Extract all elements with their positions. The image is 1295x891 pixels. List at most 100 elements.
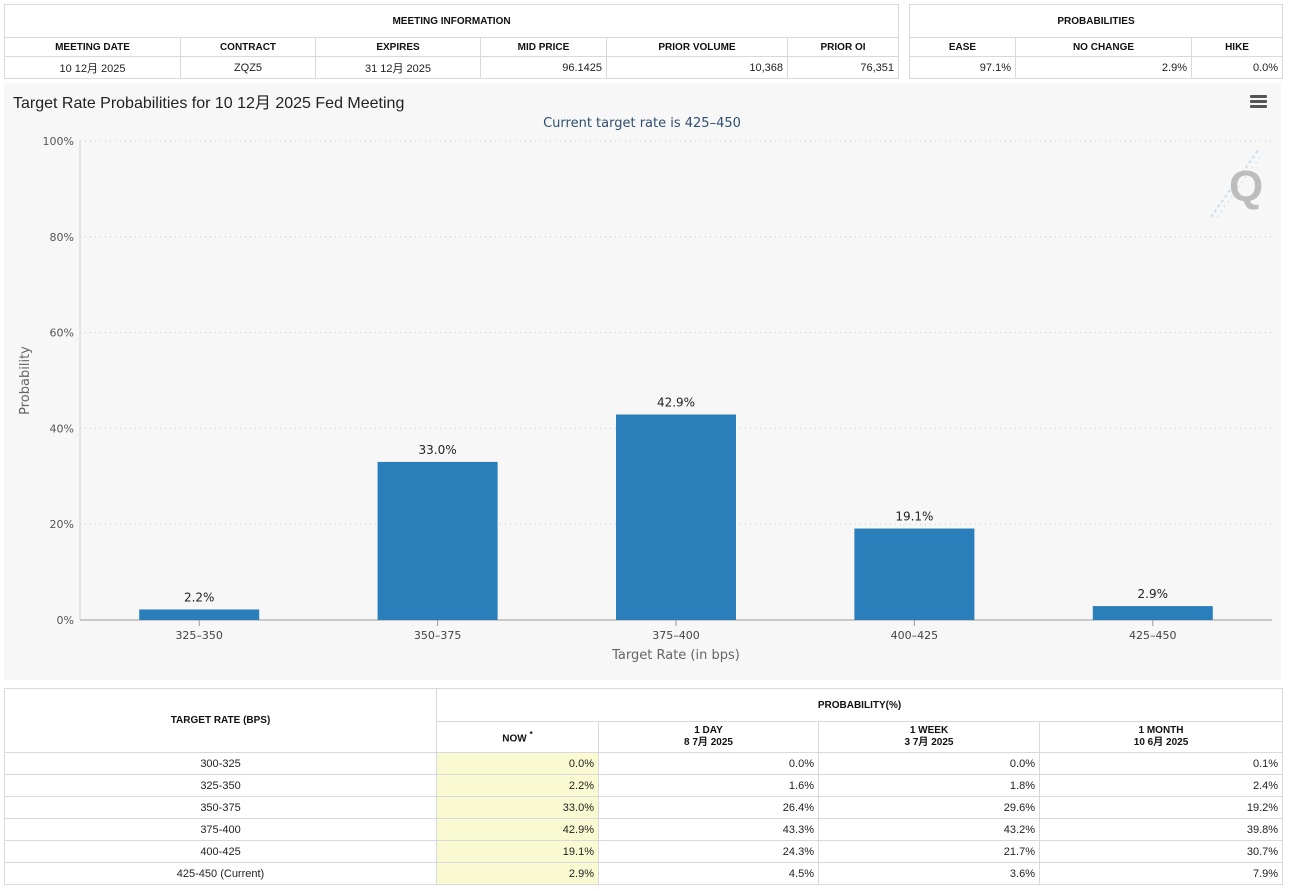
one-day-prob-cell: 4.5% (598, 862, 819, 885)
one-day-prob-cell: 43.3% (598, 818, 819, 841)
one-month-prob-cell: 7.9% (1038, 862, 1284, 885)
now-prob-cell: 42.9% (436, 818, 599, 841)
col-header-hike: HIKE (1190, 37, 1284, 57)
one-week-prob-cell: 43.2% (818, 818, 1040, 841)
target-rate-cell: 350-375 (4, 796, 437, 819)
one-month-prob-cell: 2.4% (1038, 774, 1284, 797)
x-tick-label: 350–375 (414, 629, 462, 642)
one-month-label: 1 MONTH (1138, 725, 1184, 736)
bar-data-label: 2.9% (1138, 587, 1169, 601)
col-header-no-change: NO CHANGE (1015, 37, 1192, 57)
x-tick-label: 375–400 (652, 629, 700, 642)
target-rate-cell: 400-425 (4, 840, 437, 863)
one-week-label: 1 WEEK (909, 725, 949, 736)
probabilities-title: PROBABILITIES (908, 4, 1284, 38)
one-week-prob-cell: 3.6% (818, 862, 1040, 885)
expires-value: 31 12月 2025 (315, 56, 481, 79)
one-month-date: 10 6月 2025 (1133, 737, 1189, 748)
table-row: 300-325 0.0% 0.0% 0.0% 0.1% (4, 752, 1284, 775)
table-row: 350-375 33.0% 26.4% 29.6% 19.2% (4, 796, 1284, 819)
x-tick-label: 400–425 (891, 629, 939, 642)
now-prob-cell: 0.0% (436, 752, 599, 775)
ease-value: 97.1% (909, 56, 1016, 79)
one-month-prob-cell: 19.2% (1038, 796, 1284, 819)
col-header-prior-volume: PRIOR VOLUME (606, 37, 788, 57)
one-day-prob-cell: 24.3% (598, 840, 819, 863)
bar (139, 609, 260, 620)
col-header-prior-oi: PRIOR OI (786, 37, 900, 57)
prior-volume-value: 10,368 (606, 56, 788, 79)
col-header-contract: CONTRACT (180, 37, 316, 57)
y-axis-label: Probability (18, 346, 33, 415)
bar-data-label: 42.9% (657, 396, 695, 410)
col-header-probability: PROBABILITY(%) (435, 688, 1284, 722)
target-rate-cell: 325-350 (4, 774, 437, 797)
y-tick-label: 80% (50, 231, 74, 244)
one-month-prob-cell: 0.1% (1038, 752, 1284, 775)
probabilities-table: PROBABILITIES EASE NO CHANGE HIKE 97.1% … (908, 4, 1284, 79)
table-row: 375-400 42.9% 43.3% 43.2% 39.8% (4, 818, 1284, 841)
hike-value: 0.0% (1190, 56, 1284, 79)
one-week-prob-cell: 29.6% (818, 796, 1040, 819)
x-tick-label: 325–350 (175, 629, 223, 642)
table-row: 325-350 2.2% 1.6% 1.8% 2.4% (4, 774, 1284, 797)
col-header-now: NOW * (436, 721, 599, 753)
meeting-date-value: 10 12月 2025 (4, 56, 181, 79)
bar (854, 528, 975, 620)
x-axis-label: Target Rate (in bps) (611, 648, 740, 663)
one-day-date: 8 7月 2025 (684, 737, 733, 748)
target-rate-cell: 375-400 (4, 818, 437, 841)
target-rate-cell: 425-450 (Current) (4, 862, 437, 885)
x-tick-label: 425–450 (1129, 629, 1177, 642)
no-change-value: 2.9% (1015, 56, 1192, 79)
meeting-info-title: MEETING INFORMATION (3, 4, 900, 38)
y-tick-label: 20% (50, 518, 74, 531)
chart-subtitle: Current target rate is 425–450 (543, 116, 741, 131)
y-tick-label: 60% (50, 327, 74, 340)
bar-data-label: 2.2% (184, 590, 215, 604)
table-row: 400-425 19.1% 24.3% 21.7% 30.7% (4, 840, 1284, 863)
one-week-date: 3 7月 2025 (904, 737, 954, 748)
y-tick-label: 100% (43, 135, 74, 148)
bar-data-label: 19.1% (895, 510, 933, 524)
bar (377, 461, 498, 620)
one-week-prob-cell: 0.0% (818, 752, 1040, 775)
hamburger-menu-icon[interactable] (1250, 95, 1267, 109)
now-prob-cell: 2.9% (436, 862, 599, 885)
now-footnote-marker: * (529, 729, 533, 740)
one-day-label: 1 DAY (694, 725, 723, 736)
col-header-1-day: 1 DAY 8 7月 2025 (598, 721, 819, 753)
target-rate-cell: 300-325 (4, 752, 437, 775)
bar-chart: Current target rate is 425–450 0% 20% 40% 60… (18, 116, 1272, 663)
probability-history-table: TARGET RATE (BPS) PROBABILITY(%) NOW * 1… (4, 688, 1284, 885)
q-logo-watermark-icon: Q (1210, 148, 1264, 218)
now-prob-cell: 33.0% (436, 796, 599, 819)
svg-text:Q: Q (1229, 162, 1263, 211)
one-day-prob-cell: 26.4% (598, 796, 819, 819)
chart-panel: Current target rate is 425–450 0% 20% 40% 60… (4, 83, 1281, 680)
col-header-expires: EXPIRES (315, 37, 481, 57)
prior-oi-value: 76,351 (786, 56, 900, 79)
now-prob-cell: 2.2% (436, 774, 599, 797)
mid-price-value: 96.1425 (480, 56, 607, 79)
col-header-1-month: 1 MONTH 10 6月 2025 (1038, 721, 1284, 753)
col-header-meeting-date: MEETING DATE (4, 37, 181, 57)
one-day-prob-cell: 0.0% (598, 752, 819, 775)
chart-title: Target Rate Probabilities for 10 12月 202… (13, 95, 405, 112)
col-header-ease: EASE (909, 37, 1016, 57)
y-tick-label: 40% (50, 422, 74, 435)
bar (616, 414, 736, 620)
col-header-mid-price: MID PRICE (480, 37, 607, 57)
one-week-prob-cell: 1.8% (818, 774, 1040, 797)
one-month-prob-cell: 39.8% (1038, 818, 1284, 841)
col-header-target-rate: TARGET RATE (BPS) (4, 688, 437, 753)
col-header-1-week: 1 WEEK 3 7月 2025 (818, 721, 1040, 753)
meeting-info-table: MEETING INFORMATION MEETING DATE CONTRAC… (3, 4, 900, 79)
one-day-prob-cell: 1.6% (598, 774, 819, 797)
now-label: NOW (502, 733, 527, 745)
one-month-prob-cell: 30.7% (1038, 840, 1284, 863)
one-week-prob-cell: 21.7% (818, 840, 1040, 863)
y-tick-label: 0% (57, 614, 74, 627)
now-prob-cell: 19.1% (436, 840, 599, 863)
table-row: 425-450 (Current) 2.9% 4.5% 3.6% 7.9% (4, 862, 1284, 885)
